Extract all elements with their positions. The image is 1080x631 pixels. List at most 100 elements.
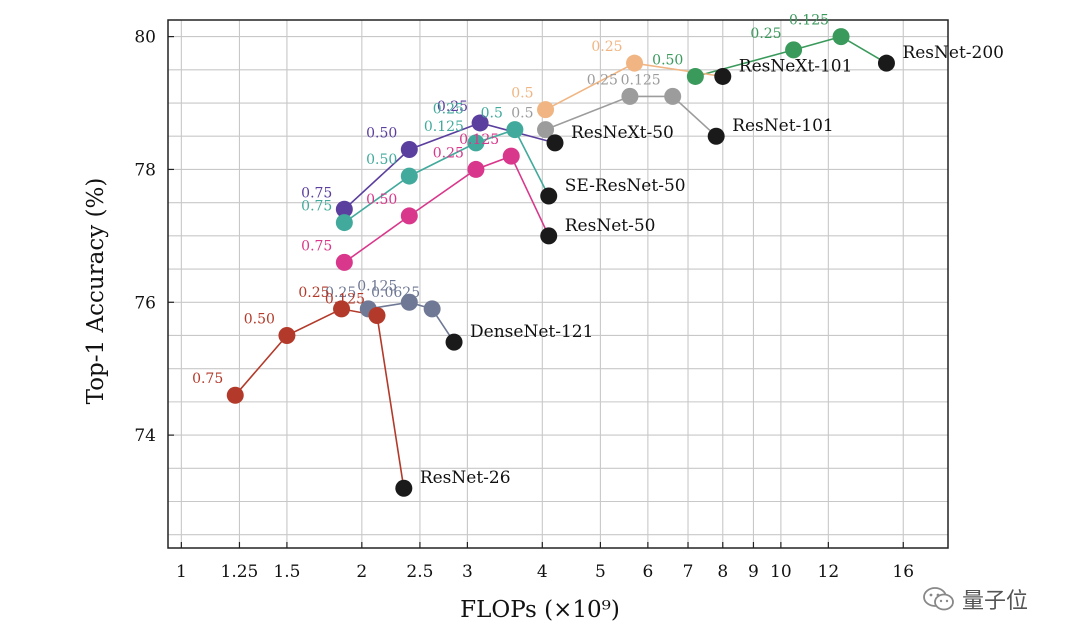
point-label: 0.25 bbox=[433, 145, 464, 161]
data-point bbox=[506, 121, 524, 139]
network-label: ResNet-26 bbox=[420, 468, 511, 488]
x-axis-title: FLOPs (×10⁹) bbox=[460, 597, 620, 623]
point-label: 0.75 bbox=[192, 371, 223, 387]
series-annotations: 0.1250.250.500.250.50.1250.250.50.250.50… bbox=[192, 13, 829, 388]
data-point bbox=[335, 200, 353, 218]
point-label: 0.125 bbox=[357, 278, 397, 294]
point-label: 0.5 bbox=[511, 86, 533, 102]
plot-frame bbox=[167, 19, 949, 549]
network-label: ResNet-50 bbox=[565, 216, 656, 236]
point-label: 0.125 bbox=[325, 292, 365, 308]
series-lines bbox=[234, 35, 887, 489]
point-label: 0.25 bbox=[433, 102, 464, 118]
data-point bbox=[467, 134, 485, 152]
x-tick-label: 9 bbox=[748, 562, 759, 582]
data-point bbox=[400, 293, 418, 311]
data-point bbox=[400, 141, 418, 159]
series-points bbox=[226, 28, 850, 404]
x-tick-label: 7 bbox=[683, 562, 694, 582]
point-label: 0.50 bbox=[366, 126, 397, 142]
series-line bbox=[343, 155, 550, 264]
y-tick-label: 74 bbox=[134, 426, 156, 446]
network-label: ResNeXt-101 bbox=[739, 56, 853, 76]
point-label: 0.125 bbox=[621, 72, 661, 88]
data-point bbox=[278, 326, 296, 344]
baseline-point bbox=[707, 127, 725, 145]
series-line bbox=[545, 95, 717, 137]
point-label: 0.50 bbox=[652, 52, 683, 68]
point-label: 0.25 bbox=[591, 39, 622, 55]
data-point bbox=[686, 67, 704, 85]
wechat-icon bbox=[923, 587, 954, 611]
network-label: SE-ResNet-50 bbox=[565, 176, 686, 196]
y-axis-title: Top-1 Accuracy (%) bbox=[83, 178, 109, 405]
data-point bbox=[832, 28, 850, 46]
baseline-points: ResNet-200 ResNeXt-101 ResNet-101 ResNeXt-5… bbox=[395, 43, 1004, 497]
baseline-point bbox=[445, 333, 463, 351]
x-tick-label: 2.5 bbox=[406, 562, 433, 582]
x-tick-label: 2 bbox=[356, 562, 367, 582]
point-label: 0.0625 bbox=[371, 285, 420, 301]
data-point bbox=[335, 214, 353, 232]
point-label: 0.125 bbox=[789, 13, 829, 29]
network-label: ResNet-200 bbox=[902, 43, 1004, 63]
point-label: 0.75 bbox=[301, 185, 332, 201]
point-label: 0.50 bbox=[366, 152, 397, 168]
point-label: 0.50 bbox=[366, 192, 397, 208]
series-line bbox=[343, 128, 550, 224]
baseline-point bbox=[714, 67, 732, 85]
watermark: 量子位 bbox=[922, 583, 1028, 615]
point-label: 0.75 bbox=[301, 238, 332, 254]
network-label: ResNet-101 bbox=[732, 116, 834, 136]
data-point bbox=[368, 307, 386, 325]
baseline-point bbox=[540, 227, 558, 245]
y-tick-label: 78 bbox=[134, 160, 156, 180]
series-line bbox=[368, 301, 455, 343]
x-tick-label: 10 bbox=[770, 562, 792, 582]
data-series: 0.1250.250.500.250.50.1250.250.50.250.50… bbox=[192, 13, 887, 489]
x-tick-label: 3 bbox=[462, 562, 473, 582]
baseline-point bbox=[395, 479, 413, 497]
point-label: 0.25 bbox=[298, 285, 329, 301]
data-point bbox=[335, 253, 353, 271]
data-point bbox=[537, 121, 555, 139]
grid-lines bbox=[168, 20, 948, 548]
y-tick-label: 80 bbox=[134, 28, 156, 48]
data-point bbox=[785, 41, 803, 59]
y-tick-label: 76 bbox=[134, 293, 156, 313]
x-tick-label: 5 bbox=[595, 562, 606, 582]
point-label: 0.25 bbox=[587, 72, 618, 88]
point-label: 0.75 bbox=[301, 199, 332, 215]
data-point bbox=[226, 386, 244, 404]
x-tick-label: 1.5 bbox=[273, 562, 300, 582]
data-point bbox=[400, 167, 418, 185]
data-point bbox=[423, 300, 441, 318]
x-tick-label: 1 bbox=[176, 562, 187, 582]
point-label: 0.125 bbox=[459, 132, 499, 148]
data-point bbox=[467, 160, 485, 178]
series-line bbox=[695, 35, 887, 78]
x-tick-label: 16 bbox=[892, 562, 914, 582]
point-label: 0.125 bbox=[424, 119, 464, 135]
data-point bbox=[537, 101, 555, 119]
data-point bbox=[621, 87, 639, 105]
baseline-point bbox=[546, 134, 564, 152]
x-tick-label: 8 bbox=[717, 562, 728, 582]
baseline-point bbox=[540, 187, 558, 205]
network-label: ResNeXt-50 bbox=[571, 123, 674, 143]
data-point bbox=[400, 207, 418, 225]
x-tick-label: 4 bbox=[537, 562, 548, 582]
x-axis-ticks: 1 1.25 1.5 2 2.5 3 4 5 6 7 8 9 10 12 16 bbox=[176, 542, 914, 582]
network-label: DenseNet-121 bbox=[470, 322, 593, 342]
point-label: 0.5 bbox=[481, 106, 503, 122]
data-point bbox=[471, 114, 489, 132]
point-label: 0.25 bbox=[325, 285, 356, 301]
point-label: 0.50 bbox=[244, 311, 275, 327]
data-point bbox=[664, 87, 682, 105]
point-label: 0.25 bbox=[437, 99, 468, 115]
baseline-point bbox=[877, 54, 895, 72]
data-point bbox=[333, 300, 351, 318]
point-label: 0.5 bbox=[511, 106, 533, 122]
data-point bbox=[626, 54, 644, 72]
